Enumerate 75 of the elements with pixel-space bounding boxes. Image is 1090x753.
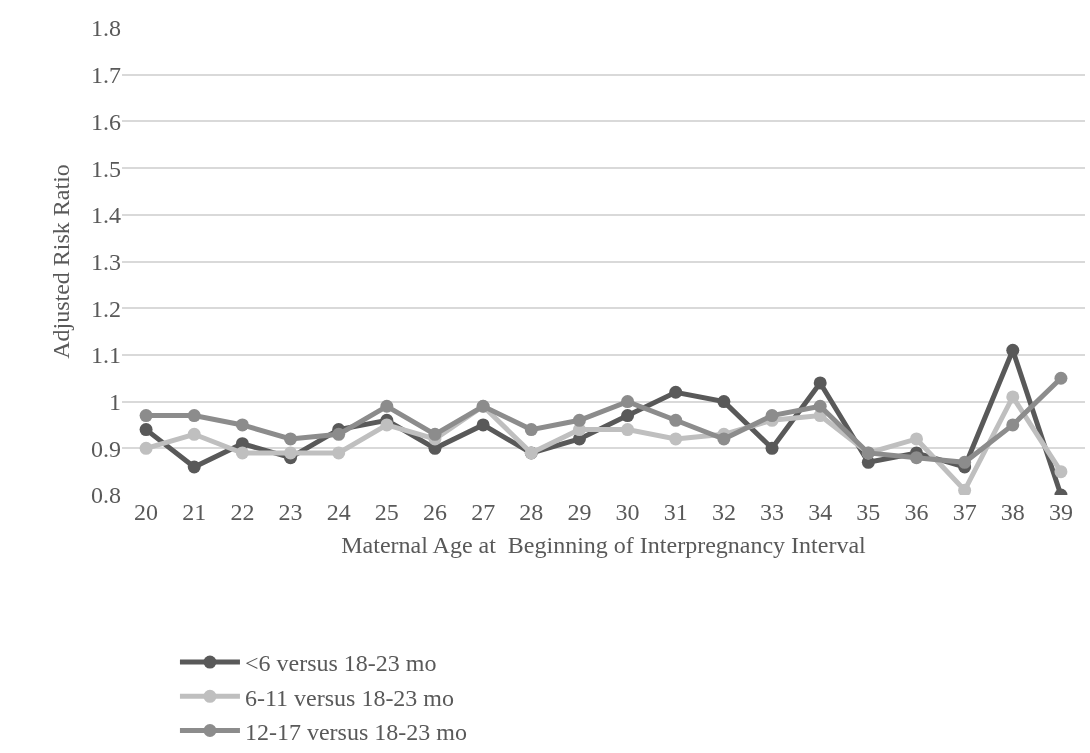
point [139,441,153,455]
point [235,446,249,460]
x-tick-label: 24 [326,499,351,525]
point [669,432,683,446]
y-tick-label: 0.9 [91,435,121,462]
legend-label: <6 versus 18-23 mo [244,650,437,677]
x-tick-label: 33 [760,499,785,525]
point [909,432,923,446]
y-tick-label: 1.5 [91,155,121,182]
point [621,395,635,409]
point [958,455,972,469]
point [1054,465,1068,479]
point [958,483,972,495]
point [524,423,538,437]
x-tick-label: 38 [1000,499,1025,525]
x-tick-label: 37 [952,499,977,525]
point [813,376,827,390]
point [1006,418,1020,432]
point [909,451,923,465]
x-tick-label: 39 [1048,499,1073,525]
x-tick-label: 21 [182,499,207,525]
x-tick-label: 28 [519,499,544,525]
y-tick-label: 1.7 [91,62,121,89]
point [765,441,779,455]
point [332,446,346,460]
y-tick-label: 1.3 [91,248,121,275]
point [572,413,586,427]
point [187,460,201,474]
point [187,427,201,441]
legend-label: 12-17 versus 18-23 mo [244,718,467,745]
y-tick-label: 1 [109,389,121,415]
x-tick-label: 25 [374,499,399,525]
point [284,432,298,446]
y-tick-label: 1.8 [91,15,121,42]
x-tick-label: 27 [471,499,496,525]
x-axis-title: Maternal Age at Beginning of Interpregnancy Interval [341,532,867,559]
x-tick-label: 31 [663,499,688,525]
point [1006,343,1020,357]
y-tick-label: 1.2 [91,295,121,322]
y-axis-title: Adjusted Risk Ratio [48,164,75,359]
point [476,418,490,432]
y-tick-label: 1.6 [91,108,121,135]
point [380,399,394,413]
point [139,409,153,423]
point [380,418,394,432]
y-tick-label: 1.4 [91,202,121,229]
x-tick-label: 26 [422,499,447,525]
point [428,427,442,441]
legend-label: 6-11 versus 18-23 mo [244,684,455,711]
x-tick-label: 35 [856,499,881,525]
point [1054,371,1068,385]
point [621,409,635,423]
point [669,385,683,399]
y-tick-label: 1.1 [91,342,121,369]
point [765,409,779,423]
point [235,418,249,432]
point [669,413,683,427]
x-tick-label: 30 [615,499,640,525]
y-tick-label: 0.8 [91,482,121,509]
point [187,409,201,423]
point [717,395,731,409]
x-tick-label: 29 [567,499,592,525]
x-tick-label: 34 [808,499,833,525]
point [139,423,153,437]
point [717,432,731,446]
x-tick-label: 23 [278,499,303,525]
point [813,399,827,413]
point [1006,390,1020,404]
point [621,423,635,437]
point [284,446,298,460]
x-tick-label: 36 [904,499,929,525]
x-tick-label: 32 [711,499,736,525]
x-tick-label: 22 [230,499,255,525]
point [332,427,346,441]
x-tick-label: 20 [134,499,159,525]
